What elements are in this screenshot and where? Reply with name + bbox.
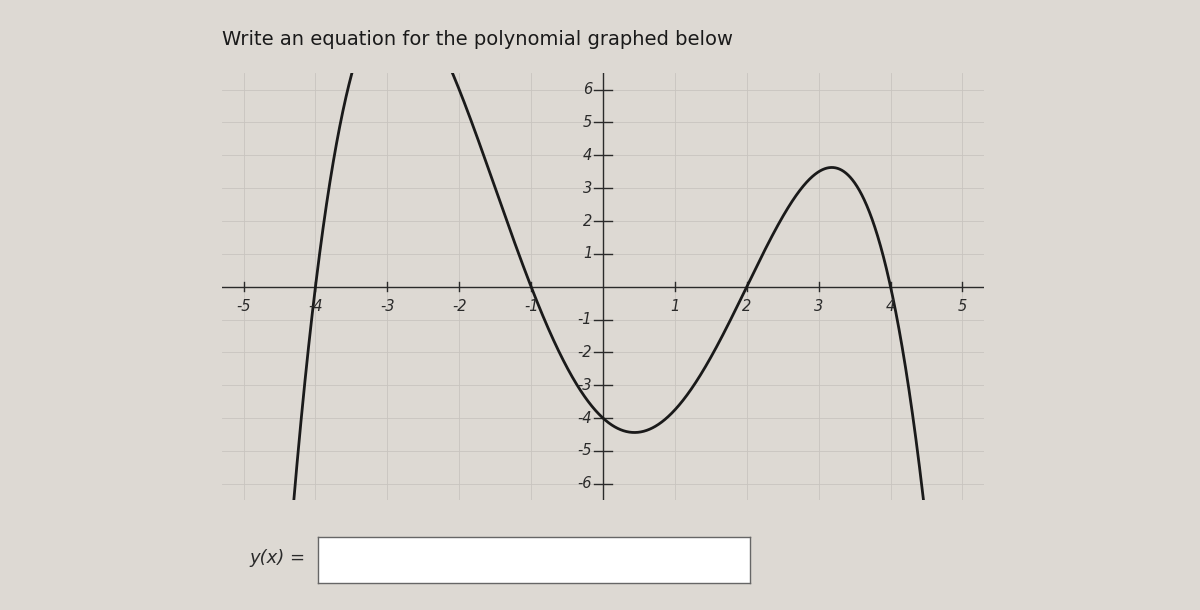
Text: -6: -6 <box>577 476 593 491</box>
Text: 1: 1 <box>671 299 679 314</box>
Text: -3: -3 <box>380 299 395 314</box>
Text: 4: 4 <box>583 148 593 163</box>
Text: Write an equation for the polynomial graphed below: Write an equation for the polynomial gra… <box>222 30 733 49</box>
Text: -3: -3 <box>577 378 593 393</box>
Text: 3: 3 <box>814 299 823 314</box>
Text: -1: -1 <box>577 312 593 327</box>
Text: -1: -1 <box>524 299 539 314</box>
Text: 1: 1 <box>583 246 593 261</box>
Text: 3: 3 <box>583 181 593 196</box>
Text: y(x) =: y(x) = <box>250 549 306 567</box>
Text: 5: 5 <box>958 299 967 314</box>
Text: -5: -5 <box>236 299 251 314</box>
Text: 2: 2 <box>742 299 751 314</box>
Text: -4: -4 <box>308 299 323 314</box>
Text: 2: 2 <box>583 214 593 229</box>
Text: -4: -4 <box>577 411 593 426</box>
Text: -2: -2 <box>452 299 467 314</box>
Text: 5: 5 <box>583 115 593 130</box>
Text: -2: -2 <box>577 345 593 360</box>
Text: -5: -5 <box>577 443 593 459</box>
Text: 6: 6 <box>583 82 593 97</box>
Text: 4: 4 <box>886 299 895 314</box>
